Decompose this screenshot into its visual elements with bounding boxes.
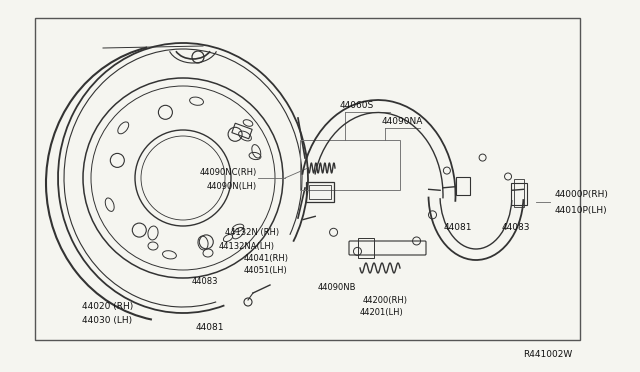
Bar xyxy=(35,18,580,340)
Text: 44051(LH): 44051(LH) xyxy=(244,266,288,276)
Text: 44132NA(LH): 44132NA(LH) xyxy=(219,241,275,250)
Text: 44081: 44081 xyxy=(444,224,472,232)
Text: R441002W: R441002W xyxy=(523,350,572,359)
Text: 44081: 44081 xyxy=(196,324,225,333)
Text: 44090NC(RH): 44090NC(RH) xyxy=(200,167,257,176)
Bar xyxy=(514,179,524,207)
Text: 44090NA: 44090NA xyxy=(382,118,424,126)
Bar xyxy=(456,177,470,195)
Text: 44090N(LH): 44090N(LH) xyxy=(207,182,257,190)
Text: 44201(LH): 44201(LH) xyxy=(360,308,404,317)
Text: 44010P(LH): 44010P(LH) xyxy=(555,205,607,215)
Text: 44083: 44083 xyxy=(502,224,531,232)
Bar xyxy=(511,183,527,205)
Bar xyxy=(309,185,331,199)
Text: 44000P(RH): 44000P(RH) xyxy=(555,190,609,199)
Text: 44083: 44083 xyxy=(192,278,218,286)
Text: 44132N (RH): 44132N (RH) xyxy=(225,228,279,237)
Bar xyxy=(306,182,334,202)
Text: 44090NB: 44090NB xyxy=(318,283,356,292)
Text: 44020 (RH): 44020 (RH) xyxy=(82,301,133,311)
Text: 44030 (LH): 44030 (LH) xyxy=(82,315,132,324)
Bar xyxy=(300,140,400,190)
Text: 44041(RH): 44041(RH) xyxy=(244,253,289,263)
Text: 44060S: 44060S xyxy=(340,102,374,110)
Bar xyxy=(232,123,252,139)
Text: 44200(RH): 44200(RH) xyxy=(363,295,408,305)
Bar xyxy=(358,238,374,258)
